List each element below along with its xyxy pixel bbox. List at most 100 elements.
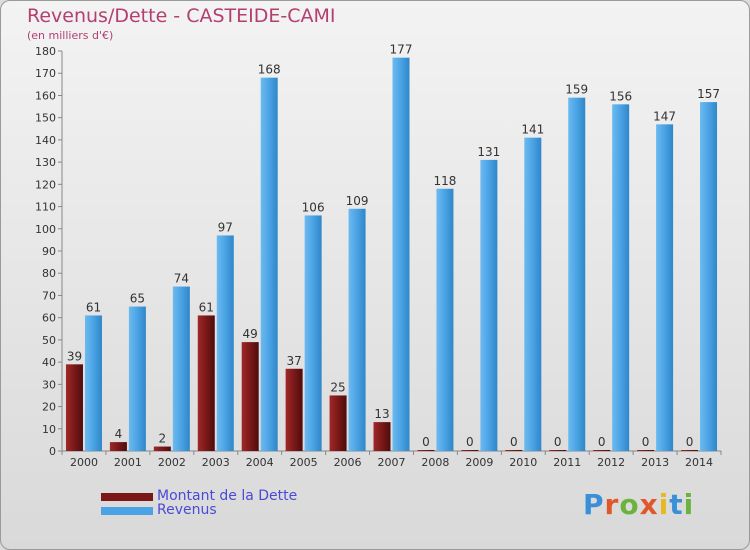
- bar-debt: [373, 422, 391, 451]
- bar-debt: [197, 315, 215, 451]
- x-tick-label: 2002: [158, 456, 186, 469]
- bar-debt: [417, 450, 435, 451]
- data-label-debt: 0: [642, 435, 650, 449]
- data-label-revenue: 74: [174, 272, 189, 286]
- data-label-revenue: 159: [565, 83, 588, 97]
- data-label-debt: 25: [330, 380, 345, 394]
- logo-letter: i: [683, 488, 695, 521]
- bar-debt: [549, 450, 567, 451]
- logo-letter: P: [583, 488, 605, 521]
- logo-letter: x: [639, 488, 659, 521]
- bar-revenue: [128, 306, 146, 451]
- logo-letter: r: [604, 488, 620, 521]
- chart-title: Revenus/Dette - CASTEIDE-CAMI: [27, 5, 336, 27]
- data-label-revenue: 156: [609, 89, 632, 103]
- data-label-revenue: 65: [130, 292, 145, 306]
- bar-revenue: [304, 215, 322, 451]
- data-label-debt: 39: [67, 349, 82, 363]
- bar-revenue: [172, 286, 190, 451]
- x-tick-label: 2014: [685, 456, 713, 469]
- bar-debt: [285, 368, 303, 451]
- y-tick-label: 50: [42, 334, 56, 347]
- data-label-debt: 0: [510, 435, 518, 449]
- x-tick-label: 2003: [202, 456, 230, 469]
- x-tick-label: 2012: [597, 456, 625, 469]
- data-label-revenue: 177: [390, 43, 413, 57]
- bar-debt: [637, 450, 655, 451]
- bar-revenue: [612, 104, 630, 451]
- y-tick-label: 130: [35, 156, 56, 169]
- data-label-revenue: 168: [258, 63, 281, 77]
- data-label-debt: 37: [286, 354, 301, 368]
- y-tick-label: 10: [42, 423, 56, 436]
- y-tick-label: 30: [42, 378, 56, 391]
- y-tick-label: 150: [35, 112, 56, 125]
- bar-revenue: [84, 315, 102, 451]
- bar-revenue: [348, 208, 366, 451]
- data-label-debt: 0: [466, 435, 474, 449]
- x-tick-label: 2000: [70, 456, 98, 469]
- bar-debt: [109, 442, 127, 451]
- data-label-debt: 4: [115, 427, 123, 441]
- x-tick-label: 2007: [378, 456, 406, 469]
- y-tick-label: 40: [42, 356, 56, 369]
- legend-label-debt: Montant de la Dette: [157, 488, 298, 504]
- bar-debt: [65, 364, 83, 451]
- data-label-revenue: 157: [697, 87, 720, 101]
- legend-label-revenue: Revenus: [157, 502, 217, 518]
- bar-revenue: [700, 102, 718, 451]
- y-tick-label: 160: [35, 89, 56, 102]
- bar-revenue: [436, 188, 454, 451]
- y-tick-label: 170: [35, 67, 56, 80]
- logo-letter: t: [669, 488, 684, 521]
- data-label-debt: 2: [159, 432, 167, 446]
- bar-revenue: [392, 57, 410, 452]
- data-label-revenue: 141: [521, 123, 544, 137]
- data-label-revenue: 131: [477, 145, 500, 159]
- y-tick-label: 80: [42, 267, 56, 280]
- chart-subtitle: (en milliers d'€): [27, 29, 114, 42]
- y-tick-label: 180: [35, 45, 56, 58]
- data-label-revenue: 118: [433, 174, 456, 188]
- bar-revenue: [656, 124, 674, 451]
- logo-letter: i: [658, 488, 670, 521]
- bar-revenue: [568, 97, 586, 452]
- x-tick-label: 2008: [421, 456, 449, 469]
- proxiti-logo: Proxiti: [583, 488, 694, 521]
- x-tick-label: 2009: [465, 456, 493, 469]
- data-label-revenue: 147: [653, 109, 676, 123]
- data-label-debt: 0: [598, 435, 606, 449]
- x-tick-label: 2013: [641, 456, 669, 469]
- data-label-debt: 49: [243, 327, 258, 341]
- bar-revenue: [524, 137, 542, 451]
- x-tick-label: 2011: [553, 456, 581, 469]
- bar-debt: [593, 450, 611, 451]
- logo-letter: o: [619, 488, 640, 521]
- data-label-revenue: 61: [86, 300, 101, 314]
- x-tick-label: 2004: [246, 456, 274, 469]
- x-tick-label: 2005: [290, 456, 318, 469]
- y-tick-label: 0: [49, 445, 56, 458]
- x-tick-label: 2006: [334, 456, 362, 469]
- y-tick-label: 70: [42, 289, 56, 302]
- data-label-debt: 0: [422, 435, 430, 449]
- data-label-debt: 61: [199, 300, 214, 314]
- y-tick-label: 60: [42, 312, 56, 325]
- bar-revenue: [260, 77, 278, 452]
- y-tick-label: 100: [35, 223, 56, 236]
- y-tick-label: 20: [42, 401, 56, 414]
- data-label-revenue: 109: [346, 194, 369, 208]
- y-tick-label: 120: [35, 178, 56, 191]
- bar-debt: [461, 450, 479, 451]
- legend-swatch-revenue: [101, 507, 153, 515]
- y-tick-label: 90: [42, 245, 56, 258]
- bar-debt: [505, 450, 523, 451]
- y-tick-label: 110: [35, 201, 56, 214]
- bar-debt: [681, 450, 699, 451]
- data-label-revenue: 106: [302, 200, 325, 214]
- data-label-debt: 0: [686, 435, 694, 449]
- data-label-debt: 0: [554, 435, 562, 449]
- bar-debt: [153, 446, 171, 451]
